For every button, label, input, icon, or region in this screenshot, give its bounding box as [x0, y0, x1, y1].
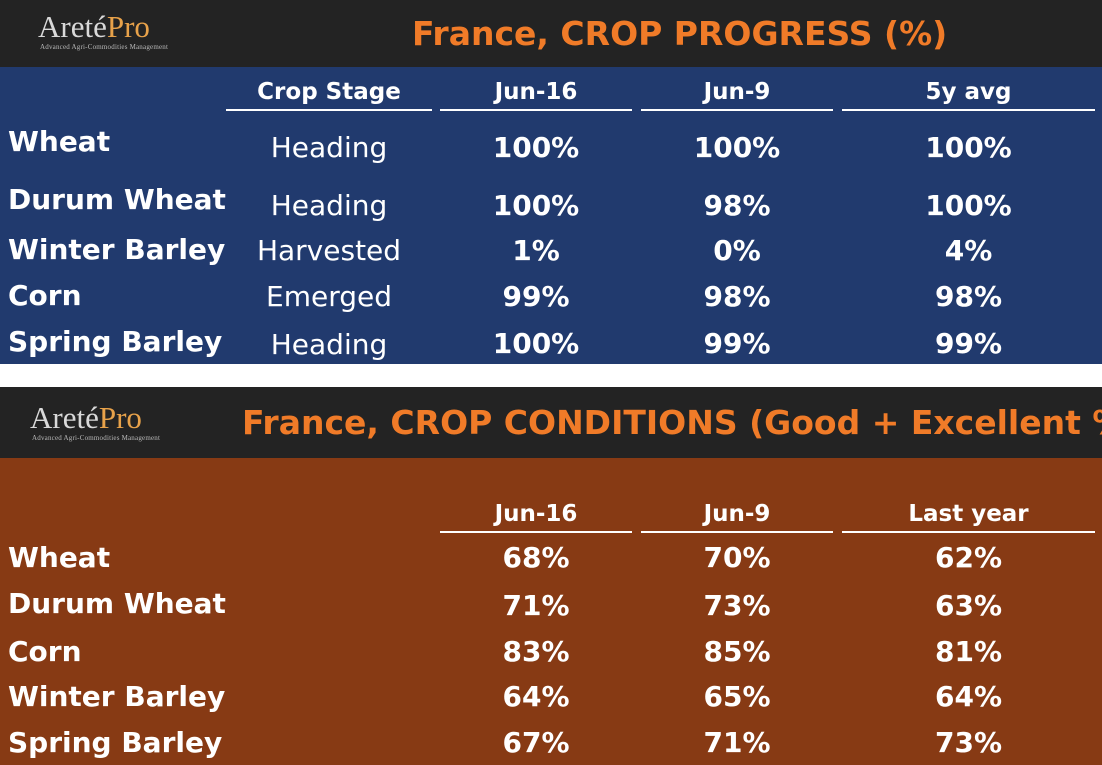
cell-jun16: 1% — [512, 234, 560, 267]
logo-tagline: Advanced Agri-Commodities Management — [32, 434, 161, 442]
cell-jun9: 85% — [703, 635, 771, 668]
conditions-header: AretéPro Advanced Agri-Commodities Manag… — [0, 387, 1102, 458]
progress-title: France, CROP PROGRESS (%) — [412, 14, 948, 53]
cell-5y-avg: 98% — [934, 280, 1003, 313]
cell-jun16: 68% — [502, 541, 570, 574]
row-label-corn: Corn — [8, 635, 82, 668]
progress-table: Crop Stage Jun-16 Jun-9 5y avg Wheat Hea… — [0, 67, 1102, 364]
row-label-corn: Corn — [8, 279, 82, 312]
cell-jun9: 99% — [703, 327, 771, 360]
cell-jun9: 100% — [693, 131, 781, 164]
column-header-jun16: Jun-16 — [440, 501, 632, 533]
logo-tagline: Advanced Agri-Commodities Management — [40, 43, 169, 51]
column-header-last-year: Last year — [842, 501, 1095, 533]
cell-stage: Harvested — [256, 234, 402, 267]
cell-stage: Heading — [270, 131, 388, 164]
cell-5y-avg: 100% — [925, 189, 1012, 222]
row-label-durum-wheat: Durum Wheat — [8, 587, 226, 620]
cell-jun9: 70% — [703, 541, 771, 574]
cell-jun16: 100% — [492, 189, 580, 222]
row-label-spring-barley: Spring Barley — [8, 726, 223, 759]
cell-last-year: 64% — [934, 680, 1003, 713]
cell-jun16: 99% — [502, 280, 570, 313]
crop-progress-panel: AretéPro Advanced Agri-Commodities Manag… — [0, 0, 1102, 364]
cell-last-year: 63% — [934, 589, 1003, 622]
cell-jun9: 71% — [703, 726, 771, 759]
column-header-jun16: Jun-16 — [440, 79, 632, 111]
cell-jun16: 71% — [502, 589, 570, 622]
progress-header: AretéPro Advanced Agri-Commodities Manag… — [0, 0, 1102, 67]
cell-last-year: 62% — [934, 541, 1003, 574]
row-label-winter-barley: Winter Barley — [8, 680, 226, 713]
cell-stage: Heading — [270, 328, 388, 361]
cell-jun9: 98% — [703, 280, 771, 313]
column-header-crop-stage: Crop Stage — [226, 79, 432, 111]
crop-conditions-panel: AretéPro Advanced Agri-Commodities Manag… — [0, 387, 1102, 765]
column-header-jun9: Jun-9 — [641, 501, 833, 533]
conditions-title: France, CROP CONDITIONS (Good + Excellen… — [242, 403, 1102, 442]
cell-jun9: 73% — [703, 589, 771, 622]
cell-last-year: 73% — [934, 726, 1003, 759]
row-label-wheat: Wheat — [8, 125, 111, 158]
cell-stage: Heading — [270, 189, 388, 222]
cell-jun9: 0% — [713, 234, 761, 267]
row-label-wheat: Wheat — [8, 541, 111, 574]
cell-5y-avg: 100% — [925, 131, 1012, 164]
row-label-winter-barley: Winter Barley — [8, 233, 226, 266]
cell-5y-avg: 4% — [944, 234, 993, 267]
column-header-jun9: Jun-9 — [641, 79, 833, 111]
cell-jun16: 67% — [502, 726, 570, 759]
aretepro-logo: AretéPro Advanced Agri-Commodities Manag… — [38, 9, 169, 52]
cell-jun9: 65% — [703, 680, 771, 713]
column-header-5y-avg: 5y avg — [842, 79, 1095, 111]
cell-stage: Emerged — [266, 280, 392, 313]
cell-jun9: 98% — [703, 189, 771, 222]
conditions-table: Jun-16 Jun-9 Last year Wheat 68% 70% 62%… — [0, 458, 1102, 765]
cell-5y-avg: 99% — [934, 327, 1003, 360]
cell-jun16: 100% — [492, 327, 580, 360]
aretepro-logo: AretéPro Advanced Agri-Commodities Manag… — [30, 400, 161, 443]
row-label-spring-barley: Spring Barley — [8, 325, 223, 358]
cell-jun16: 64% — [502, 680, 570, 713]
cell-jun16: 100% — [492, 131, 580, 164]
cell-jun16: 83% — [502, 635, 570, 668]
cell-last-year: 81% — [934, 635, 1003, 668]
row-label-durum-wheat: Durum Wheat — [8, 183, 226, 216]
